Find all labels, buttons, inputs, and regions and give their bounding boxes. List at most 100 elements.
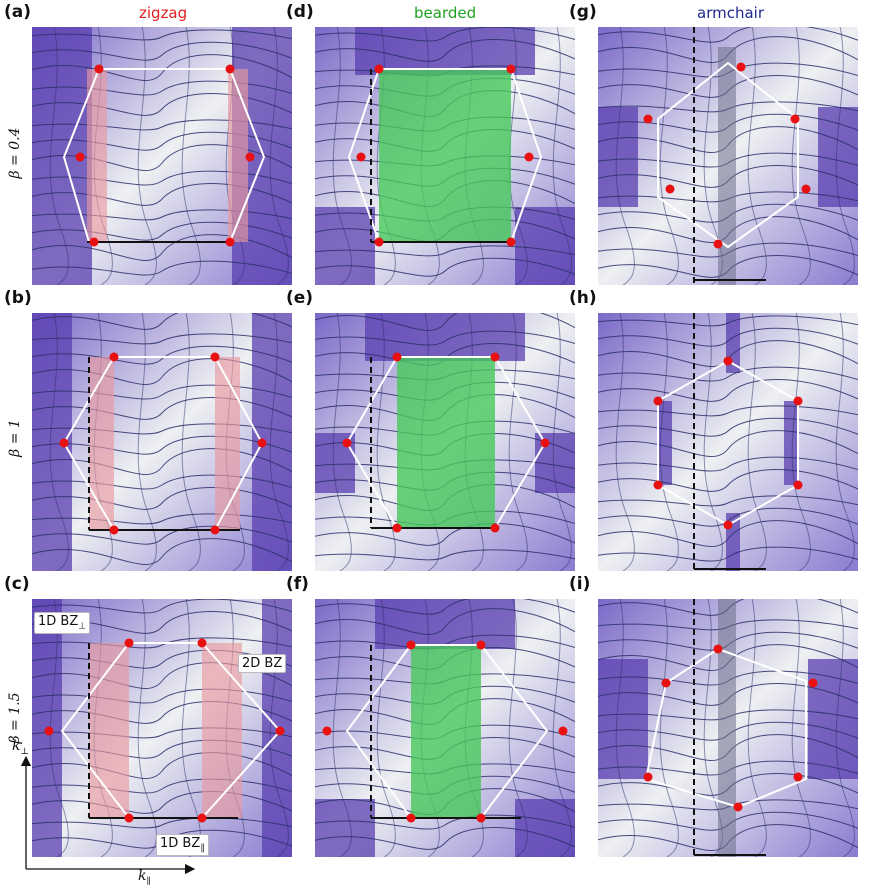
panel-a-svg — [32, 27, 292, 285]
k-par-axis-label-sub: ∥ — [146, 876, 151, 887]
panel-i-dirac-point — [713, 644, 723, 654]
panel-c-dirac-point — [124, 638, 134, 648]
panel-c-dirac-point — [124, 813, 134, 823]
k-par-axis-label-k: k — [138, 868, 147, 884]
panel-d-vortex-region — [515, 207, 575, 285]
panel-b-edge-strip — [215, 357, 240, 530]
annotation-2d-bz-text: 2D BZ — [242, 656, 283, 671]
panel-h-svg — [598, 313, 858, 571]
panel-label-d: (d) — [286, 2, 314, 22]
panel-f-dirac-point — [406, 640, 416, 650]
row-label-beta-0-4: β = 0.4 — [7, 127, 23, 179]
panel-b-dirac-point — [210, 352, 220, 362]
panel-h-plot — [598, 313, 858, 571]
panel-c-dirac-point — [197, 813, 207, 823]
panel-g-dirac-point — [801, 184, 811, 194]
panel-c-plot — [32, 599, 292, 857]
annotation-1d-bz-perp-text: 1D BZ — [38, 614, 79, 629]
panel-b-plot — [32, 313, 292, 571]
panel-i-dirac-point — [643, 772, 653, 782]
panel-b-edge-strip — [89, 357, 114, 530]
panel-h-vortex-region — [784, 401, 798, 485]
panel-f-vortex-region — [375, 599, 515, 649]
panel-b-dirac-point — [59, 438, 69, 448]
panel-label-c: (c) — [4, 574, 30, 594]
panel-d-plot — [315, 27, 575, 285]
panel-a-dirac-point — [225, 237, 235, 247]
panel-e-dirac-point — [490, 523, 500, 533]
panel-h-dirac-point — [653, 396, 663, 406]
panel-g-dirac-point — [790, 114, 800, 124]
panel-label-i: (i) — [569, 574, 591, 594]
column-title-bearded: bearded — [414, 4, 477, 22]
panel-d-dirac-point — [506, 237, 516, 247]
panel-g-svg — [598, 27, 858, 285]
row-label-beta-1: β = 1 — [7, 419, 23, 457]
panel-b-dirac-point — [257, 438, 267, 448]
panel-i-dirac-point — [793, 772, 803, 782]
panel-a-edge-strip — [87, 69, 107, 242]
panel-g-dirac-point — [736, 62, 746, 72]
panel-e-dirac-point — [490, 352, 500, 362]
panel-f-edge-strip — [411, 645, 481, 818]
panel-h-dirac-point — [653, 480, 663, 490]
panel-e-dirac-point — [342, 438, 352, 448]
panel-g-edge-strip — [718, 47, 736, 285]
panel-e-dirac-point — [392, 523, 402, 533]
panel-d-dirac-point — [374, 237, 384, 247]
panel-i-vortex-region — [598, 659, 648, 779]
panel-i-svg — [598, 599, 858, 857]
panel-a-plot — [32, 27, 292, 285]
k-perp-axis-label-k: k — [12, 738, 21, 754]
panel-h-dirac-point — [723, 520, 733, 530]
panel-d-vortex-region — [315, 207, 375, 285]
panel-d-dirac-point — [356, 152, 366, 162]
panel-a-dirac-point — [75, 152, 85, 162]
column-title-armchair: armchair — [697, 4, 764, 22]
panel-c-dirac-point — [197, 638, 207, 648]
panel-i-dirac-point — [661, 678, 671, 688]
panel-f-dirac-point — [322, 726, 332, 736]
panel-d-vortex-region — [355, 27, 535, 75]
annotation-2d-bz: 2D BZ — [238, 654, 287, 673]
column-title-zigzag: zigzag — [139, 4, 188, 22]
panel-f-dirac-point — [476, 640, 486, 650]
panel-f-vortex-region — [315, 799, 375, 857]
panel-f-dirac-point — [476, 813, 486, 823]
panel-e-edge-strip — [397, 357, 495, 528]
panel-c-dirac-point — [275, 726, 285, 736]
panel-c-svg — [32, 599, 292, 857]
panel-f-plot — [315, 599, 575, 857]
k-par-axis-label: k∥ — [138, 868, 151, 887]
panel-a-dirac-point — [89, 237, 99, 247]
panel-g-dirac-point — [643, 114, 653, 124]
panel-label-e: (e) — [286, 288, 314, 308]
panel-d-dirac-point — [524, 152, 534, 162]
panel-b-dirac-point — [210, 525, 220, 535]
annotation-1d-bz-perp: 1D BZ⊥ — [34, 612, 91, 634]
panel-e-dirac-point — [540, 438, 550, 448]
panel-b-dirac-point — [109, 352, 119, 362]
panel-g-plot — [598, 27, 858, 285]
panel-e-dirac-point — [392, 352, 402, 362]
panel-label-b: (b) — [4, 288, 32, 308]
annotation-1d-bz-par-sub: ∥ — [200, 843, 205, 854]
panel-d-svg — [315, 27, 575, 285]
panel-h-dirac-point — [723, 356, 733, 366]
panel-a-dirac-point — [225, 64, 235, 74]
panel-f-svg — [315, 599, 575, 857]
panel-c-edge-strip — [202, 643, 242, 818]
panel-c-edge-strip — [89, 643, 129, 818]
panel-a-edge-strip — [228, 69, 248, 242]
panel-d-dirac-point — [374, 64, 384, 74]
panel-a-dirac-point — [94, 64, 104, 74]
panel-d-dirac-point — [506, 64, 516, 74]
k-perp-axis-label-sub: ⊥ — [20, 746, 29, 757]
panel-i-edge-strip — [718, 599, 736, 857]
panel-label-a: (a) — [4, 2, 32, 22]
annotation-1d-bz-perp-sub: ⊥ — [78, 621, 87, 632]
panel-f-dirac-point — [406, 813, 416, 823]
panel-h-dirac-point — [793, 480, 803, 490]
panel-g-dirac-point — [665, 184, 675, 194]
panel-b-dirac-point — [109, 525, 119, 535]
